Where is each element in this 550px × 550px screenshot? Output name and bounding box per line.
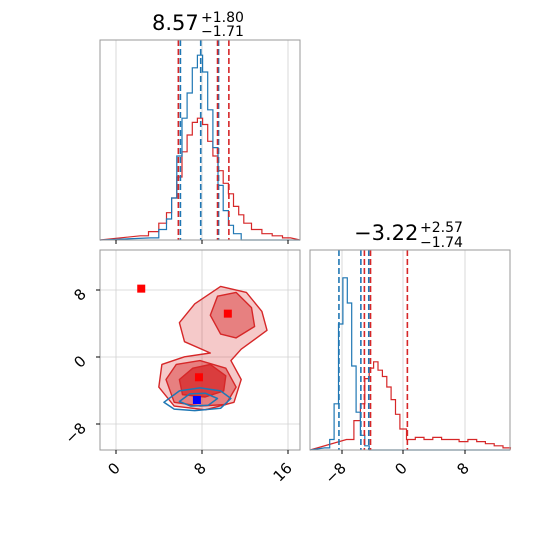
blue-contour	[163, 387, 232, 412]
panel-frame-p1	[309, 249, 511, 451]
title-p0: 8.57 +1.80 −1.71	[152, 10, 244, 40]
title-p1: −3.22 +2.57 −1.74	[354, 220, 463, 251]
hist-panel-p0	[99, 39, 301, 241]
blue-contour	[178, 392, 219, 407]
tick-marks	[96, 240, 466, 454]
tick-label-y-8: 8	[70, 285, 89, 304]
red-square-marker	[223, 309, 232, 318]
tick-label-y-0: 0	[70, 352, 89, 371]
scatter-panel	[99, 249, 301, 451]
title-p1-minus: −1.74	[420, 235, 463, 251]
tick-label-p1-8: 8	[453, 459, 472, 478]
hist-series-red	[309, 361, 512, 451]
title-p0-minus: −1.71	[201, 24, 244, 40]
hist-series-blue	[309, 277, 510, 451]
tick-label-x-16: 16	[270, 459, 296, 485]
hist-p1-layer	[309, 250, 512, 451]
title-p1-main: −3.22	[354, 221, 418, 245]
tick-label-x-8: 8	[190, 459, 209, 478]
tick-label-p1-0: 0	[391, 459, 410, 478]
title-p0-main: 8.57	[152, 11, 199, 35]
red-square-marker	[194, 373, 203, 382]
title-p1-plus: +2.57	[420, 220, 463, 236]
tick-label-p1-neg8: −8	[321, 459, 349, 487]
panel-frame-scatter	[99, 249, 301, 451]
blue-square-marker	[192, 396, 201, 404]
hist-series-red	[99, 117, 301, 241]
red-square-marker	[137, 284, 146, 293]
panel-frame-p0	[99, 39, 301, 241]
hist-p0-layer	[99, 40, 301, 241]
scatter-layer	[137, 284, 268, 412]
tick-label-y-neg8: −8	[61, 419, 89, 447]
title-p0-plus: +1.80	[201, 10, 244, 26]
red-contour-mid-upper	[209, 291, 256, 339]
hist-panel-p1	[309, 249, 512, 451]
tick-label-x-0: 0	[104, 459, 123, 478]
